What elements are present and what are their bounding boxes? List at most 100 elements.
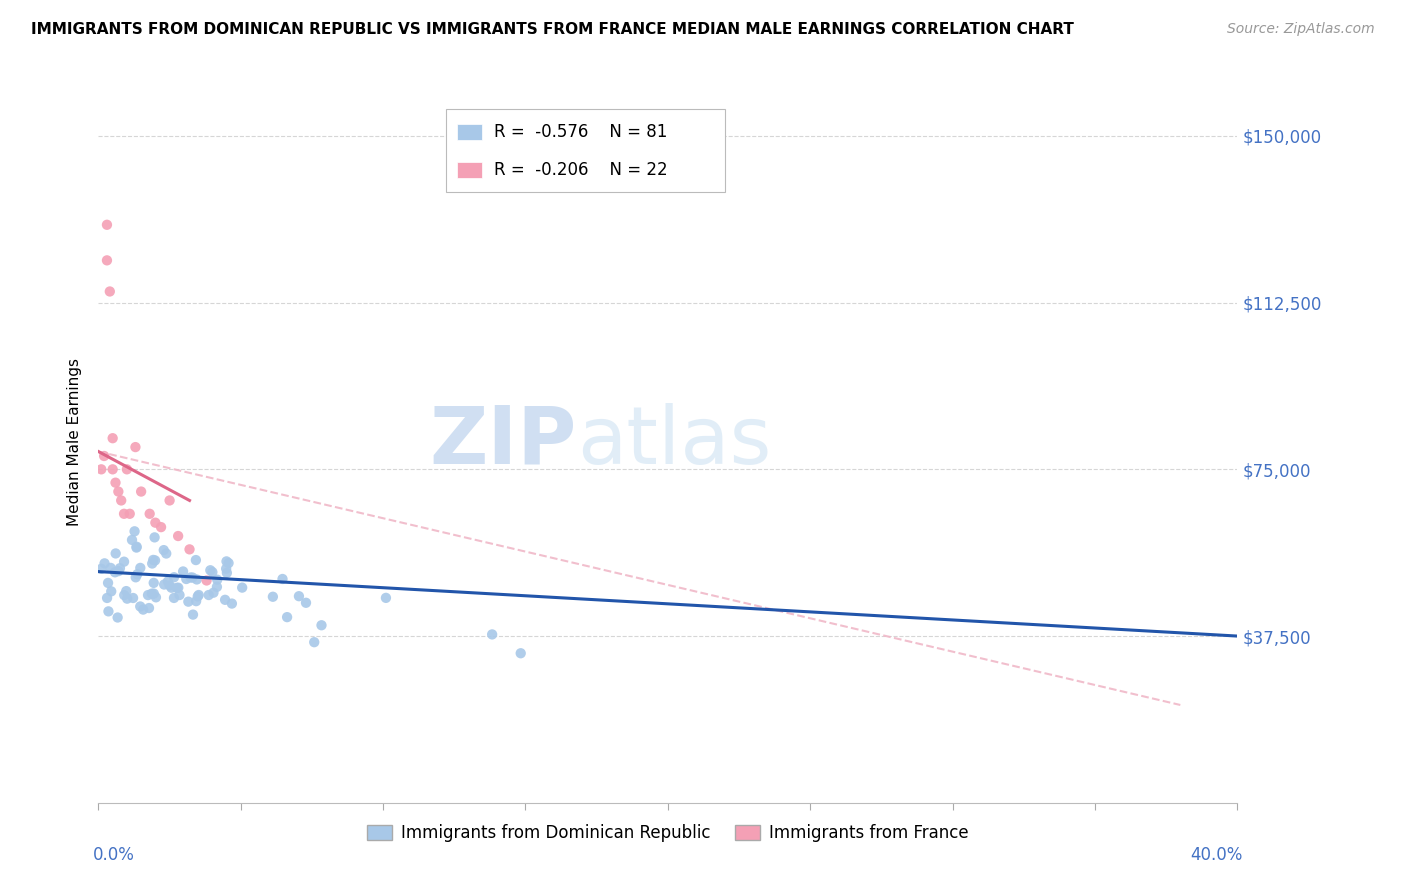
Point <box>156 574 179 589</box>
Text: Source: ZipAtlas.com: Source: ZipAtlas.com <box>1227 22 1375 37</box>
Point <box>93 557 115 571</box>
Point <box>101 431 124 445</box>
Point <box>145 516 167 530</box>
Point <box>202 585 225 599</box>
Point <box>160 581 183 595</box>
Point <box>115 462 138 476</box>
Point <box>167 529 190 543</box>
Point <box>172 565 194 579</box>
Point <box>138 507 160 521</box>
FancyBboxPatch shape <box>446 109 725 193</box>
Point <box>288 589 311 603</box>
Point <box>125 540 148 554</box>
Point <box>152 543 174 558</box>
Point <box>218 556 240 570</box>
Point <box>90 462 112 476</box>
Point <box>163 570 186 584</box>
Point <box>166 581 188 595</box>
Point <box>98 285 121 299</box>
Point <box>141 557 163 571</box>
Point <box>112 588 135 602</box>
Point <box>169 588 191 602</box>
Point <box>122 591 145 605</box>
Point <box>96 591 118 605</box>
Point <box>97 604 120 618</box>
Point <box>207 573 229 587</box>
Point <box>177 595 200 609</box>
Point <box>201 565 224 579</box>
Text: IMMIGRANTS FROM DOMINICAN REPUBLIC VS IMMIGRANTS FROM FRANCE MEDIAN MALE EARNING: IMMIGRANTS FROM DOMINICAN REPUBLIC VS IM… <box>31 22 1074 37</box>
Point <box>90 562 112 576</box>
Point <box>112 507 135 521</box>
Text: 0.0%: 0.0% <box>93 847 135 864</box>
Point <box>141 586 163 600</box>
Legend: Immigrants from Dominican Republic, Immigrants from France: Immigrants from Dominican Republic, Immi… <box>361 817 974 848</box>
Point <box>112 555 135 569</box>
Point <box>179 542 201 557</box>
Point <box>215 554 238 568</box>
Point <box>221 597 243 611</box>
Point <box>118 507 141 521</box>
Point <box>181 570 204 584</box>
Y-axis label: Median Male Earnings: Median Male Earnings <box>67 358 83 525</box>
Point <box>127 567 149 582</box>
Point <box>93 449 115 463</box>
Text: R =  -0.576    N = 81: R = -0.576 N = 81 <box>494 122 666 141</box>
Bar <box>457 161 482 178</box>
Point <box>124 440 146 454</box>
Point <box>163 591 186 605</box>
Point <box>136 588 159 602</box>
Point <box>150 520 173 534</box>
Point <box>104 475 127 490</box>
Point <box>100 584 122 599</box>
Point <box>110 493 132 508</box>
Point <box>125 541 148 555</box>
Point <box>231 581 253 595</box>
Point <box>108 561 131 575</box>
Point <box>124 524 146 539</box>
Point <box>115 591 138 606</box>
Point <box>181 607 204 622</box>
Point <box>205 580 228 594</box>
Point <box>129 484 152 499</box>
Point <box>125 570 148 584</box>
Point <box>104 566 127 580</box>
Point <box>179 570 201 584</box>
Point <box>129 561 152 575</box>
Point <box>311 618 333 632</box>
Point <box>184 553 207 567</box>
Point <box>159 493 181 508</box>
Point <box>174 572 197 586</box>
Point <box>145 591 167 605</box>
Point <box>302 635 325 649</box>
Point <box>121 533 143 547</box>
Text: R =  -0.206    N = 22: R = -0.206 N = 22 <box>494 161 668 178</box>
Point <box>481 627 503 641</box>
Point <box>197 588 219 602</box>
Point <box>142 553 165 567</box>
Point <box>187 588 209 602</box>
Point <box>138 601 160 615</box>
Point <box>107 610 129 624</box>
Point <box>104 546 127 560</box>
Point <box>143 530 166 544</box>
Point <box>184 594 207 608</box>
Point <box>159 578 181 592</box>
Point <box>215 566 238 580</box>
Point <box>100 561 122 575</box>
Point <box>262 590 284 604</box>
Point <box>107 564 129 578</box>
Point <box>107 484 129 499</box>
Point <box>96 253 118 268</box>
Point <box>155 547 177 561</box>
Point <box>142 586 165 600</box>
Point <box>295 596 318 610</box>
Point <box>167 581 190 595</box>
Point <box>200 563 222 577</box>
Point <box>374 591 396 605</box>
Point <box>215 562 238 576</box>
Point <box>214 592 236 607</box>
Bar <box>457 124 482 139</box>
Point <box>509 646 531 660</box>
Point <box>187 590 209 604</box>
